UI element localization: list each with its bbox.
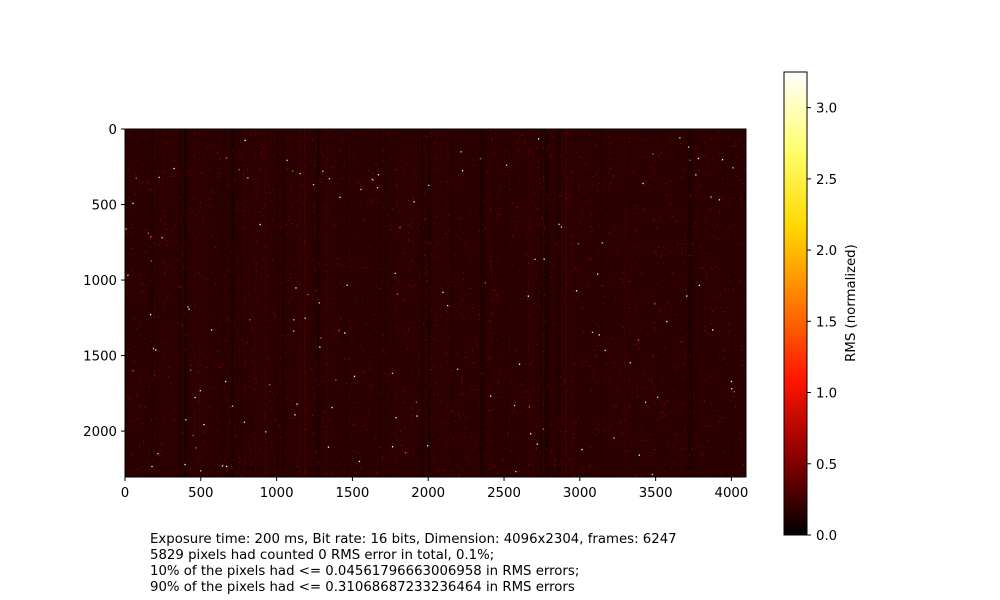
heatmap-background: [125, 129, 746, 477]
colorbar-tick-label: 0.5: [816, 458, 837, 473]
caption-line-zero-count: 5829 pixels had counted 0 RMS error in t…: [150, 548, 495, 563]
caption-line-exposure: Exposure time: 200 ms, Bit rate: 16 bits…: [150, 532, 677, 547]
colorbar-tick-label: 1.0: [816, 387, 837, 402]
y-tick-label: 0: [109, 123, 117, 138]
y-tick-label: 1500: [83, 350, 117, 365]
caption-line-p10: 10% of the pixels had <= 0.0456179666300…: [150, 564, 580, 579]
caption: Exposure time: 200 ms, Bit rate: 16 bits…: [150, 532, 677, 596]
x-tick-label: 1500: [335, 486, 369, 501]
colorbar-label: RMS (normalized): [844, 244, 859, 362]
colorbar-tick-label: 2.0: [816, 244, 837, 259]
x-axis: 0 500 1000 1500 2000 2500 3000 3500 4000: [121, 477, 749, 501]
colorbar-tick-label: 3.0: [816, 102, 837, 117]
x-tick-label: 500: [188, 486, 213, 501]
x-tick-label: 3000: [563, 486, 597, 501]
heatmap-frame: [124, 128, 747, 478]
colorbar-tick-label: 2.5: [816, 173, 837, 188]
colorbar-tick-label: 1.5: [816, 315, 837, 330]
x-tick-label: 3500: [639, 486, 673, 501]
colorbar: [783, 71, 808, 536]
caption-line-p90: 90% of the pixels had <= 0.3106868723323…: [150, 580, 575, 595]
heatmap-noise: [125, 129, 746, 477]
x-tick-label: 2000: [411, 486, 445, 501]
y-tick-label: 500: [92, 199, 117, 214]
colorbar-tick-label: 0.0: [816, 529, 837, 544]
y-tick-label: 2000: [83, 425, 117, 440]
x-tick-label: 4000: [715, 486, 749, 501]
colorbar-axis: 0.0 0.5 1.0 1.5 2.0 2.5 3.0: [807, 102, 837, 544]
x-tick-label: 0: [121, 486, 129, 501]
y-tick-label: 1000: [83, 274, 117, 289]
x-tick-label: 1000: [260, 486, 294, 501]
x-tick-label: 2500: [487, 486, 521, 501]
y-axis: 0 500 1000 1500 2000: [83, 123, 125, 440]
